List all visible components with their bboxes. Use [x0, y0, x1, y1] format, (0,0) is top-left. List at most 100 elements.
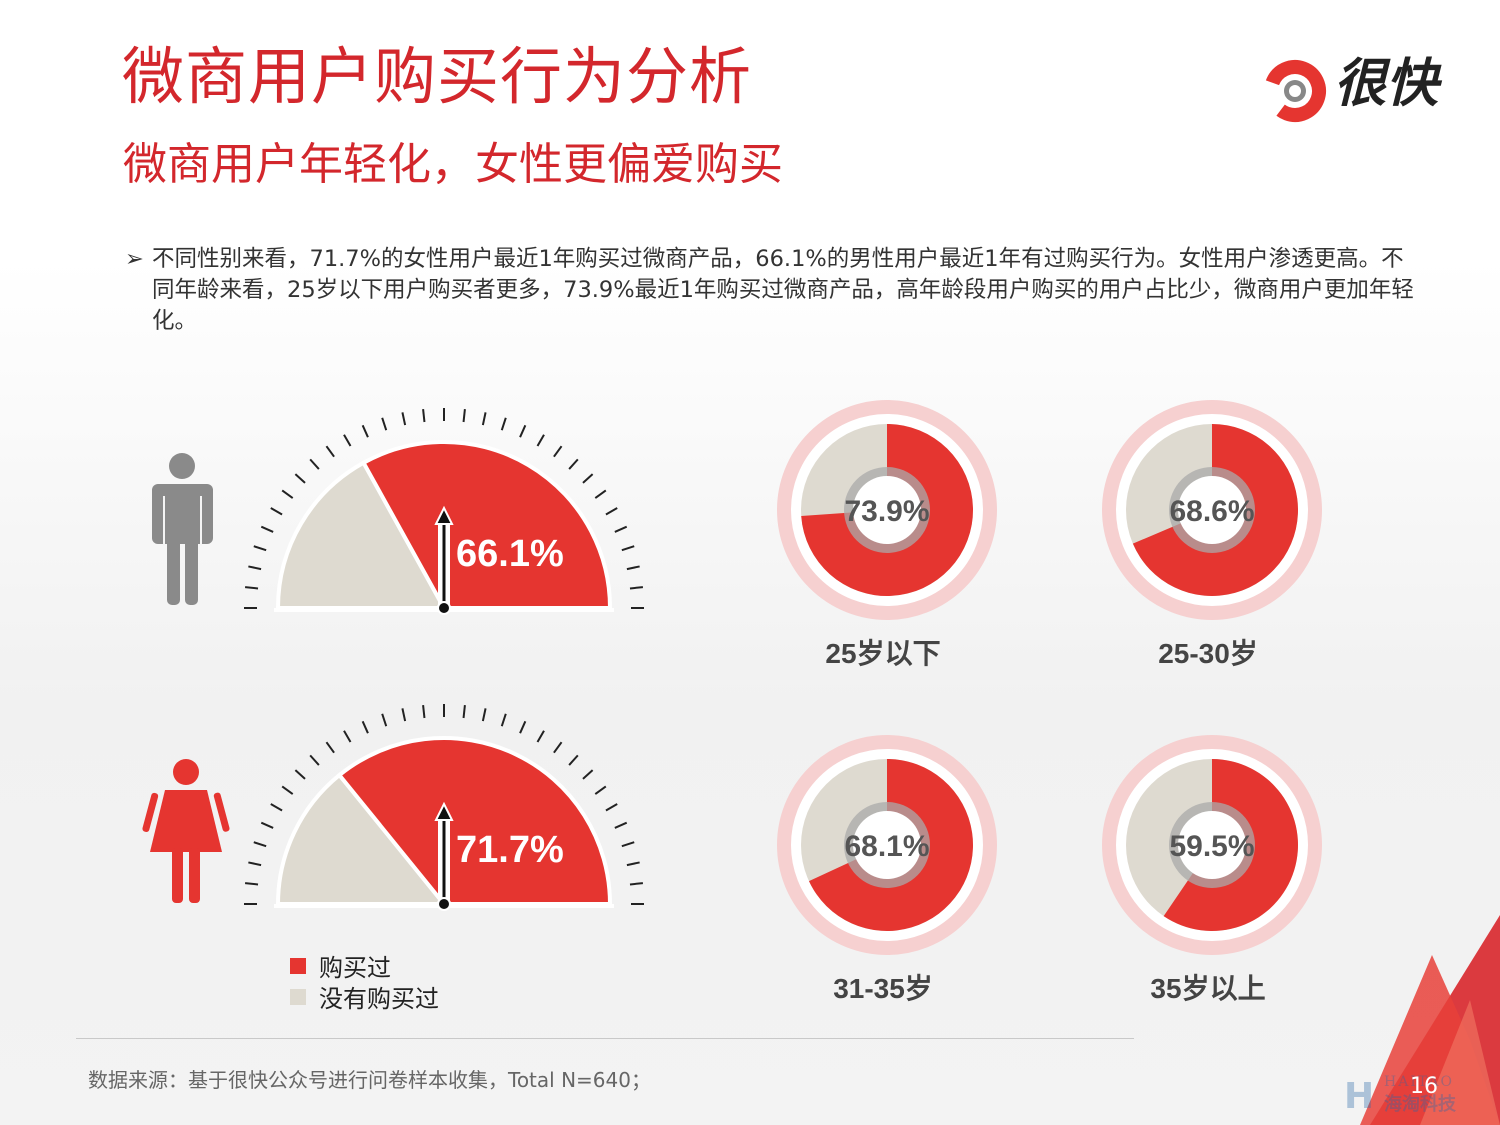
gauge-tick — [270, 507, 283, 516]
legend-item-not-bought: 没有购买过 — [290, 981, 439, 1013]
gauge-needle-arrow-icon — [434, 801, 454, 821]
pie-category-label: 31-35岁 — [833, 973, 933, 1004]
legend-swatch-beige — [290, 988, 306, 1005]
gauge-tick — [568, 754, 579, 766]
gauge-tick — [462, 704, 466, 719]
gauge-tick — [621, 545, 635, 552]
decor-triangles — [1360, 915, 1500, 1125]
gauge-tick — [605, 507, 618, 516]
logo-mark-icon — [1264, 60, 1326, 122]
gauge-value-label: 71.7% — [456, 829, 564, 871]
gauge-tick — [253, 841, 267, 848]
gauge-tick — [582, 769, 594, 780]
gauge-tick — [343, 730, 352, 743]
watermark-logo: H HAITAO 海淘科技 — [1326, 1072, 1466, 1117]
gauge-tick — [401, 708, 407, 722]
gauge-tick — [462, 408, 466, 423]
gauge-tick — [594, 489, 607, 499]
gauge-tick — [481, 708, 487, 722]
gauge-tick — [244, 586, 259, 590]
gauge-value-label: 66.1% — [456, 533, 564, 575]
pie-3: 68.1% 31-35岁 — [777, 735, 997, 1004]
pie-value-label: 73.9% — [844, 495, 929, 528]
chart-legend: 购买过 没有购买过 — [290, 950, 439, 1013]
gauge-tick — [536, 434, 545, 447]
gauge-tick — [614, 525, 628, 533]
legend-label-not-bought: 没有购买过 — [319, 985, 439, 1013]
female-icon — [142, 759, 230, 903]
pie-value-label: 68.1% — [844, 830, 929, 863]
logo-text: 很快 — [1334, 54, 1439, 114]
gauge-tick — [325, 445, 335, 458]
pie-hole — [853, 811, 921, 879]
gauge-tick — [281, 785, 294, 795]
gauge-tick — [481, 412, 487, 426]
pie-category-label: 35岁以上 — [1150, 973, 1265, 1004]
gauge-tick — [519, 720, 527, 734]
watermark-line1: HAITAO — [1384, 1074, 1455, 1090]
male-icon — [152, 453, 213, 605]
gauge-female: 71.7% — [244, 704, 644, 911]
gauge-tick — [260, 821, 274, 829]
pie-hole — [1178, 811, 1246, 879]
gauge-tick — [626, 565, 640, 571]
watermark-line2: 海淘科技 — [1384, 1094, 1456, 1115]
pie-category-label: 25-30岁 — [1158, 638, 1258, 669]
gauge-tick — [248, 565, 262, 571]
gauge-tick — [248, 861, 262, 867]
gauge-tick — [294, 473, 306, 484]
gauge-tick — [381, 417, 388, 431]
gauge-pivot — [437, 601, 451, 615]
gauge-tick — [381, 713, 388, 727]
gauge-tick — [605, 803, 618, 812]
legend-item-bought: 购买过 — [290, 950, 439, 982]
page-number: 16 — [1410, 1074, 1438, 1099]
legend-label-bought: 购买过 — [319, 954, 391, 982]
pie-4: 59.5% 35岁以上 — [1102, 735, 1322, 1004]
gauge-tick — [270, 803, 283, 812]
summary-text: 不同性别来看，71.7%的女性用户最近1年购买过微商产品，66.1%的男性用户最… — [152, 246, 1414, 334]
gauge-tick — [294, 769, 306, 780]
gauge-tick — [309, 458, 320, 470]
pie-value-label: 59.5% — [1169, 830, 1254, 863]
gauge-needle-arrow-icon — [434, 505, 454, 525]
legend-swatch-red — [290, 957, 306, 974]
page-subtitle: 微商用户年轻化，女性更偏爱购买 — [123, 139, 783, 190]
gauge-tick — [325, 741, 335, 754]
gauge-tick — [626, 861, 640, 867]
gauge-segment-not-bought — [275, 460, 448, 610]
gauge-tick — [553, 741, 563, 754]
gauge-segment-not-bought — [275, 772, 449, 906]
gauge-pivot — [437, 897, 451, 911]
gauge-tick — [621, 841, 635, 848]
gauge-tick — [422, 704, 426, 719]
pie-hole — [853, 476, 921, 544]
pie-hole — [1178, 476, 1246, 544]
gauge-tick — [244, 882, 259, 886]
gauge-tick — [536, 730, 545, 743]
pie-2: 68.6% 25-30岁 — [1102, 400, 1322, 669]
gauge-tick — [582, 473, 594, 484]
bullet-arrow-icon: ➢ — [125, 246, 144, 272]
gauge-segment-bought — [336, 736, 613, 906]
brand-logo: 很快 — [1262, 56, 1452, 126]
gauge-tick — [614, 821, 628, 829]
page-title: 微商用户购买行为分析 — [122, 40, 753, 113]
gauge-male: 66.1% — [244, 408, 644, 615]
gauge-tick — [309, 754, 320, 766]
summary-bullet: ➢ 不同性别来看，71.7%的女性用户最近1年购买过微商产品，66.1%的男性用… — [125, 244, 1415, 337]
gauge-tick — [553, 445, 563, 458]
gauge-tick — [361, 720, 369, 734]
gauge-tick — [500, 713, 507, 727]
watermark-h-icon: H — [1344, 1076, 1375, 1117]
gauge-tick — [594, 785, 607, 795]
pie-1: 73.9% 25岁以下 — [777, 400, 997, 669]
gauge-tick — [361, 424, 369, 438]
gauge-tick — [629, 586, 644, 590]
gauge-tick — [422, 408, 426, 423]
gauge-tick — [343, 434, 352, 447]
gauge-tick — [568, 458, 579, 470]
gauge-tick — [253, 545, 267, 552]
pie-value-label: 68.6% — [1169, 495, 1254, 528]
